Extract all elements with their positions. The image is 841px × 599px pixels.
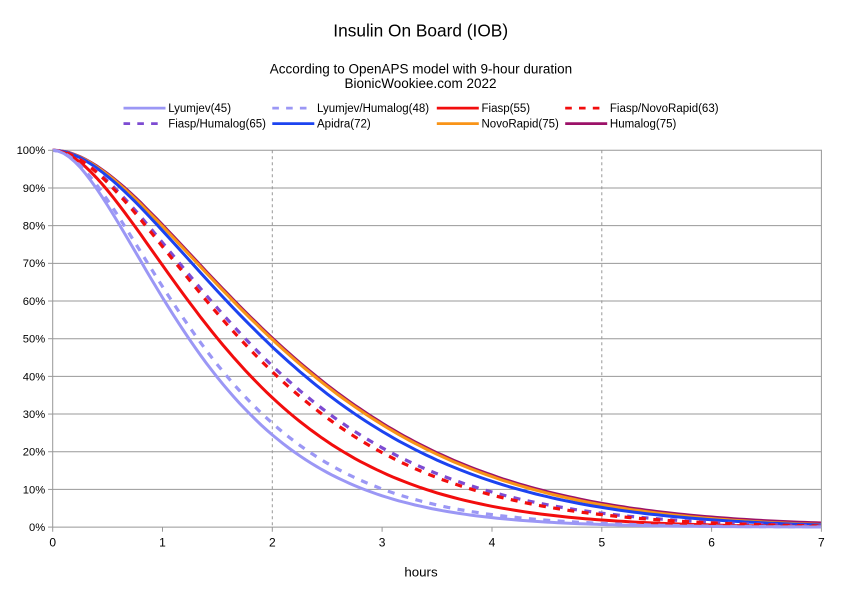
- svg-text:hours: hours: [404, 565, 438, 580]
- svg-text:60%: 60%: [23, 296, 45, 308]
- svg-text:20%: 20%: [23, 447, 45, 459]
- svg-text:50%: 50%: [23, 334, 45, 346]
- svg-text:1: 1: [159, 535, 166, 549]
- svg-text:2: 2: [269, 535, 276, 549]
- svg-text:7: 7: [818, 535, 825, 549]
- svg-text:Fiasp/Humalog(65): Fiasp/Humalog(65): [168, 118, 266, 130]
- svg-text:Lyumjev(45): Lyumjev(45): [168, 103, 231, 115]
- svg-text:10%: 10%: [23, 484, 45, 496]
- svg-text:NovoRapid(75): NovoRapid(75): [482, 118, 560, 130]
- svg-text:Humalog(75): Humalog(75): [610, 118, 677, 130]
- svg-text:80%: 80%: [23, 221, 45, 233]
- svg-text:100%: 100%: [17, 145, 46, 157]
- svg-text:Apidra(72): Apidra(72): [317, 118, 371, 130]
- svg-text:0%: 0%: [29, 522, 45, 534]
- svg-text:90%: 90%: [23, 183, 45, 195]
- svg-text:Lyumjev/Humalog(48): Lyumjev/Humalog(48): [317, 103, 429, 115]
- svg-text:Fiasp/NovoRapid(63): Fiasp/NovoRapid(63): [610, 103, 719, 115]
- svg-text:Insulin On Board (IOB): Insulin On Board (IOB): [333, 20, 508, 40]
- svg-text:70%: 70%: [23, 258, 45, 270]
- svg-text:30%: 30%: [23, 409, 45, 421]
- svg-text:40%: 40%: [23, 371, 45, 383]
- svg-text:0: 0: [49, 535, 56, 549]
- svg-text:5: 5: [598, 535, 605, 549]
- svg-text:According to OpenAPS model wit: According to OpenAPS model with 9-hour d…: [270, 62, 572, 77]
- svg-text:Fiasp(55): Fiasp(55): [482, 103, 531, 115]
- svg-text:6: 6: [708, 535, 715, 549]
- svg-text:BionicWookiee.com 2022: BionicWookiee.com 2022: [344, 76, 496, 91]
- svg-text:4: 4: [489, 535, 496, 549]
- svg-text:3: 3: [379, 535, 386, 549]
